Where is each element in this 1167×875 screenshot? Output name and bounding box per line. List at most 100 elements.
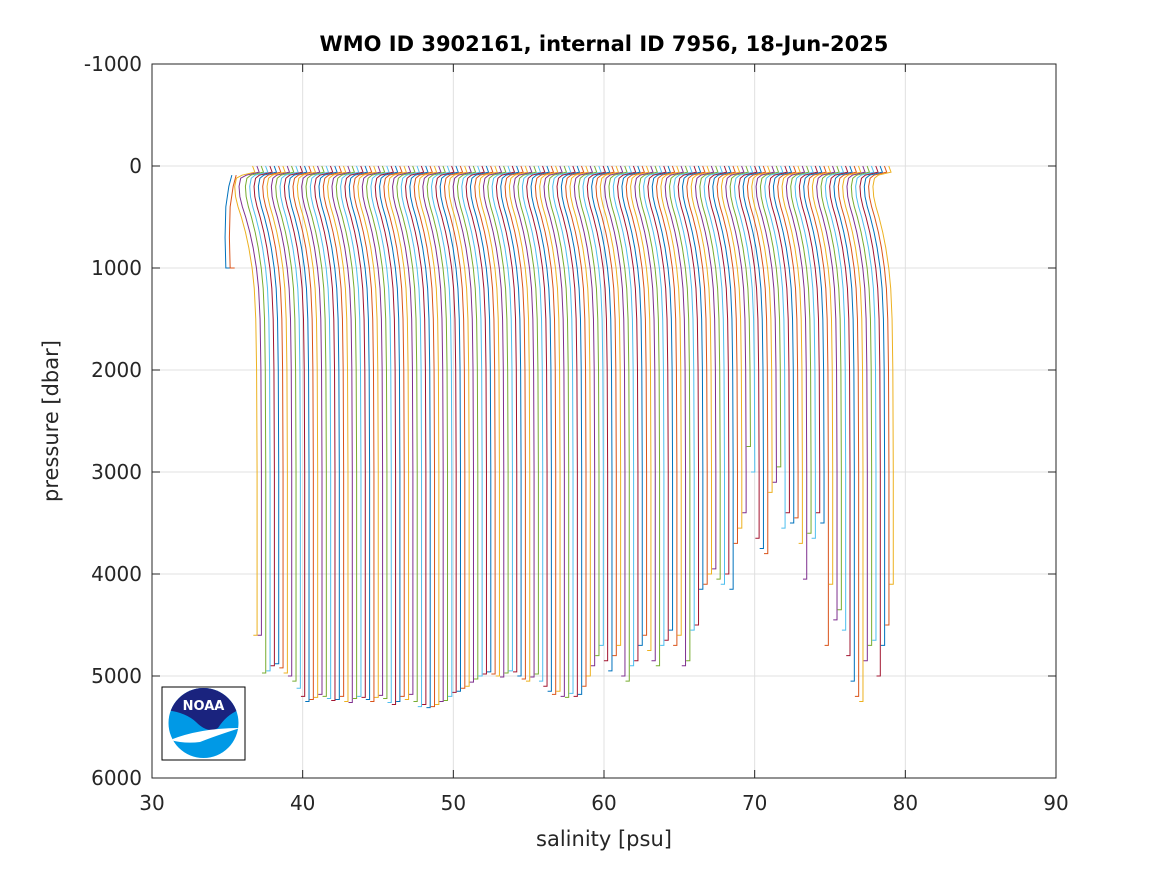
profile-line	[829, 165, 851, 657]
profile-line	[500, 165, 522, 677]
profile-line	[552, 165, 574, 694]
profile-line	[283, 165, 306, 697]
profile-line	[422, 165, 444, 702]
profile-line	[482, 165, 505, 678]
profile-line	[863, 165, 886, 646]
profile-line	[591, 165, 613, 672]
profile-line	[850, 165, 873, 646]
profile-line	[617, 165, 639, 662]
profile-line	[746, 165, 769, 555]
profile-line	[842, 165, 864, 702]
profile-line	[526, 165, 548, 687]
profile-line	[647, 165, 669, 641]
profile-line	[660, 165, 682, 636]
profile-line	[448, 165, 470, 687]
x-tick-label: 30	[139, 791, 164, 815]
profile-line	[638, 165, 661, 667]
profile-line	[643, 165, 665, 646]
profile-line	[262, 165, 284, 669]
profile-line	[716, 165, 738, 544]
noaa-logo: NOAA	[161, 686, 246, 761]
x-tick-label: 60	[591, 791, 616, 815]
profile-line	[625, 165, 648, 636]
profile-line	[772, 165, 795, 524]
profile-line	[868, 165, 890, 626]
profile-line	[301, 165, 323, 695]
profile-line	[340, 165, 362, 697]
profile-line	[846, 165, 868, 662]
profile-line	[669, 165, 691, 662]
x-tick-label: 40	[290, 791, 315, 815]
profile-line	[474, 165, 496, 675]
profile-line	[400, 165, 423, 708]
x-tick-label: 90	[1043, 791, 1068, 815]
y-tick-label: 5000	[91, 664, 142, 688]
profile-line	[296, 165, 319, 698]
profile-line	[586, 165, 609, 662]
profile-line	[560, 165, 583, 695]
profile-line	[664, 165, 687, 667]
x-tick-label: 70	[742, 791, 767, 815]
profile-line	[612, 165, 635, 667]
profile-line	[253, 165, 275, 667]
profile-line	[426, 165, 449, 701]
profile-line	[733, 165, 756, 473]
profile-line	[314, 165, 336, 701]
profile-line	[738, 165, 760, 539]
profile-line	[305, 165, 327, 697]
profile-line	[244, 165, 267, 674]
profile-line	[478, 165, 500, 677]
profile-line	[794, 165, 816, 539]
profile-line	[707, 165, 730, 575]
profile-line	[712, 165, 734, 590]
profile-line	[344, 165, 366, 698]
profile-line	[604, 165, 626, 677]
profile-line	[257, 165, 280, 665]
profile-line	[288, 165, 310, 702]
profile-line	[630, 165, 652, 651]
profile-line	[465, 165, 487, 675]
chart-title: WMO ID 3902161, internal ID 7956, 18-Jun…	[320, 32, 889, 56]
profile-line	[383, 165, 405, 697]
profile-line	[781, 165, 803, 544]
profile-line	[751, 165, 773, 493]
profile-line	[517, 165, 539, 675]
profile-line	[725, 165, 747, 514]
profile-line	[599, 165, 622, 646]
profile-line	[785, 165, 808, 580]
profile-line	[405, 165, 427, 706]
profile-line	[634, 165, 656, 662]
profile-line	[331, 165, 353, 704]
profile-line	[595, 165, 617, 657]
profile-line	[582, 165, 604, 646]
profile-line	[521, 165, 544, 682]
profile-line	[409, 165, 431, 709]
ticks	[151, 63, 1057, 779]
profile-line	[353, 165, 375, 702]
x-tick-label: 80	[893, 791, 918, 815]
profile-line	[543, 165, 565, 697]
profile-line	[694, 165, 717, 570]
profile-line	[677, 165, 700, 626]
y-axis-label: pressure [dbar]	[39, 340, 63, 502]
profile-line	[565, 165, 587, 687]
profile-line	[547, 165, 570, 698]
profile-line	[608, 165, 630, 682]
profile-line	[469, 165, 492, 673]
profile-line	[816, 165, 838, 621]
profile-line	[699, 165, 721, 580]
profile-line	[530, 165, 552, 692]
profile-line	[742, 165, 764, 549]
profile-line	[456, 165, 479, 680]
profile-line	[357, 165, 379, 698]
y-tick-label: 6000	[91, 766, 142, 790]
y-tick-label: 0	[129, 154, 142, 178]
y-tick-label: -1000	[84, 52, 142, 76]
profile-line	[392, 165, 414, 695]
profile-line	[348, 165, 371, 700]
profile-line	[413, 165, 436, 708]
profile-line	[578, 165, 600, 657]
y-tick-label: 4000	[91, 562, 142, 586]
profile-line	[534, 165, 557, 695]
